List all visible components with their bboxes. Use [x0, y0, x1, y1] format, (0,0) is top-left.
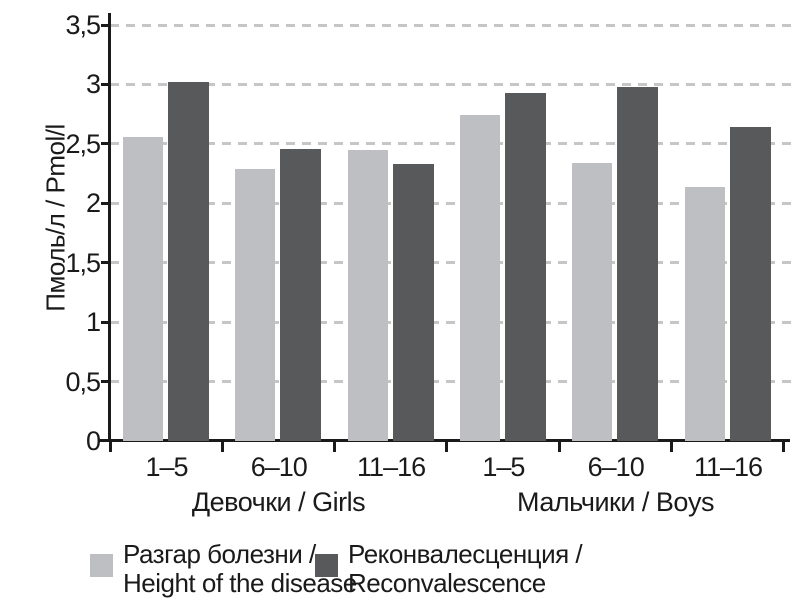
bar-height-of-disease: [347, 149, 388, 441]
y-axis-tick: [101, 320, 109, 324]
legend-swatch-light-icon: [90, 554, 113, 577]
bar-reconvalescence: [729, 127, 771, 441]
legend-label-line: Reconvalescence: [348, 568, 546, 598]
y-axis-tick-label: 1: [85, 307, 101, 338]
gridline: [110, 320, 795, 324]
x-axis-category-label: 6–10: [587, 452, 645, 482]
bar-height-of-disease: [459, 115, 500, 441]
y-axis-tick-label: 2: [85, 188, 101, 219]
bar-height-of-disease: [684, 186, 725, 441]
legend-swatch-dark-icon: [315, 554, 338, 577]
legend-label-reconvalescence: Реконвалесценция / Reconvalescence: [348, 539, 583, 598]
legend-label-line: Реконвалесценция /: [348, 539, 583, 569]
gridline: [110, 142, 795, 146]
x-axis-category-label: 6–10: [250, 452, 308, 482]
y-axis-tick-label: 0: [85, 426, 101, 456]
x-axis-tick: [445, 441, 449, 452]
y-axis-tick-label: 3: [85, 69, 101, 100]
gridline: [110, 380, 795, 384]
x-axis-tick: [670, 441, 673, 452]
x-axis-category-label: 11–16: [693, 452, 763, 482]
gridline: [110, 261, 795, 265]
x-axis-tick: [782, 441, 786, 452]
bar-reconvalescence: [168, 82, 209, 441]
legend-label-height-of-disease: Разгар болезни / Height of the disease: [123, 540, 357, 598]
x-axis-tick: [557, 441, 561, 452]
y-axis-line: [108, 13, 111, 441]
y-axis-tick-label: 0,5: [65, 366, 101, 397]
bar-reconvalescence: [504, 92, 546, 441]
y-axis-tick: [101, 82, 109, 86]
y-axis-tick: [101, 23, 109, 27]
bar-reconvalescence: [617, 86, 659, 441]
legend-item-reconvalescence: Реконвалесценция / Reconvalescence: [315, 539, 583, 598]
x-axis-category-label: 11–16: [357, 452, 426, 482]
x-axis-tick: [333, 441, 337, 452]
bar-reconvalescence: [392, 164, 434, 441]
x-axis-line: [98, 439, 790, 442]
bar-height-of-disease: [123, 136, 163, 441]
y-axis-tick-label: 2,5: [65, 128, 101, 159]
y-axis-tick: [101, 142, 109, 146]
legend-item-height-of-disease: Разгар болезни / Height of the disease: [90, 540, 357, 598]
y-axis-tick: [101, 261, 109, 265]
y-axis-tick-label: 3,5: [65, 10, 101, 40]
legend-label-line: Разгар болезни /: [123, 539, 316, 569]
y-axis-tick-label: 1,5: [65, 247, 101, 278]
gridline: [110, 201, 795, 205]
x-axis-category-label: 1–5: [145, 452, 188, 482]
bar-height-of-disease: [572, 162, 613, 441]
x-axis-tick: [108, 441, 112, 452]
legend: Разгар болезни / Height of the disease Р…: [0, 540, 800, 610]
bar-height-of-disease: [235, 168, 276, 441]
x-axis-tick: [220, 441, 224, 452]
bar-reconvalescence: [280, 148, 322, 441]
x-axis-category-label: 1–5: [482, 452, 525, 482]
gridline: [110, 23, 795, 27]
gridline: [110, 82, 795, 86]
x-group-label-boys: Мальчики / Boys: [517, 487, 714, 517]
y-axis-tick: [101, 380, 109, 384]
y-axis-tick: [101, 201, 109, 205]
x-group-label-girls: Девочки / Girls: [191, 487, 366, 517]
